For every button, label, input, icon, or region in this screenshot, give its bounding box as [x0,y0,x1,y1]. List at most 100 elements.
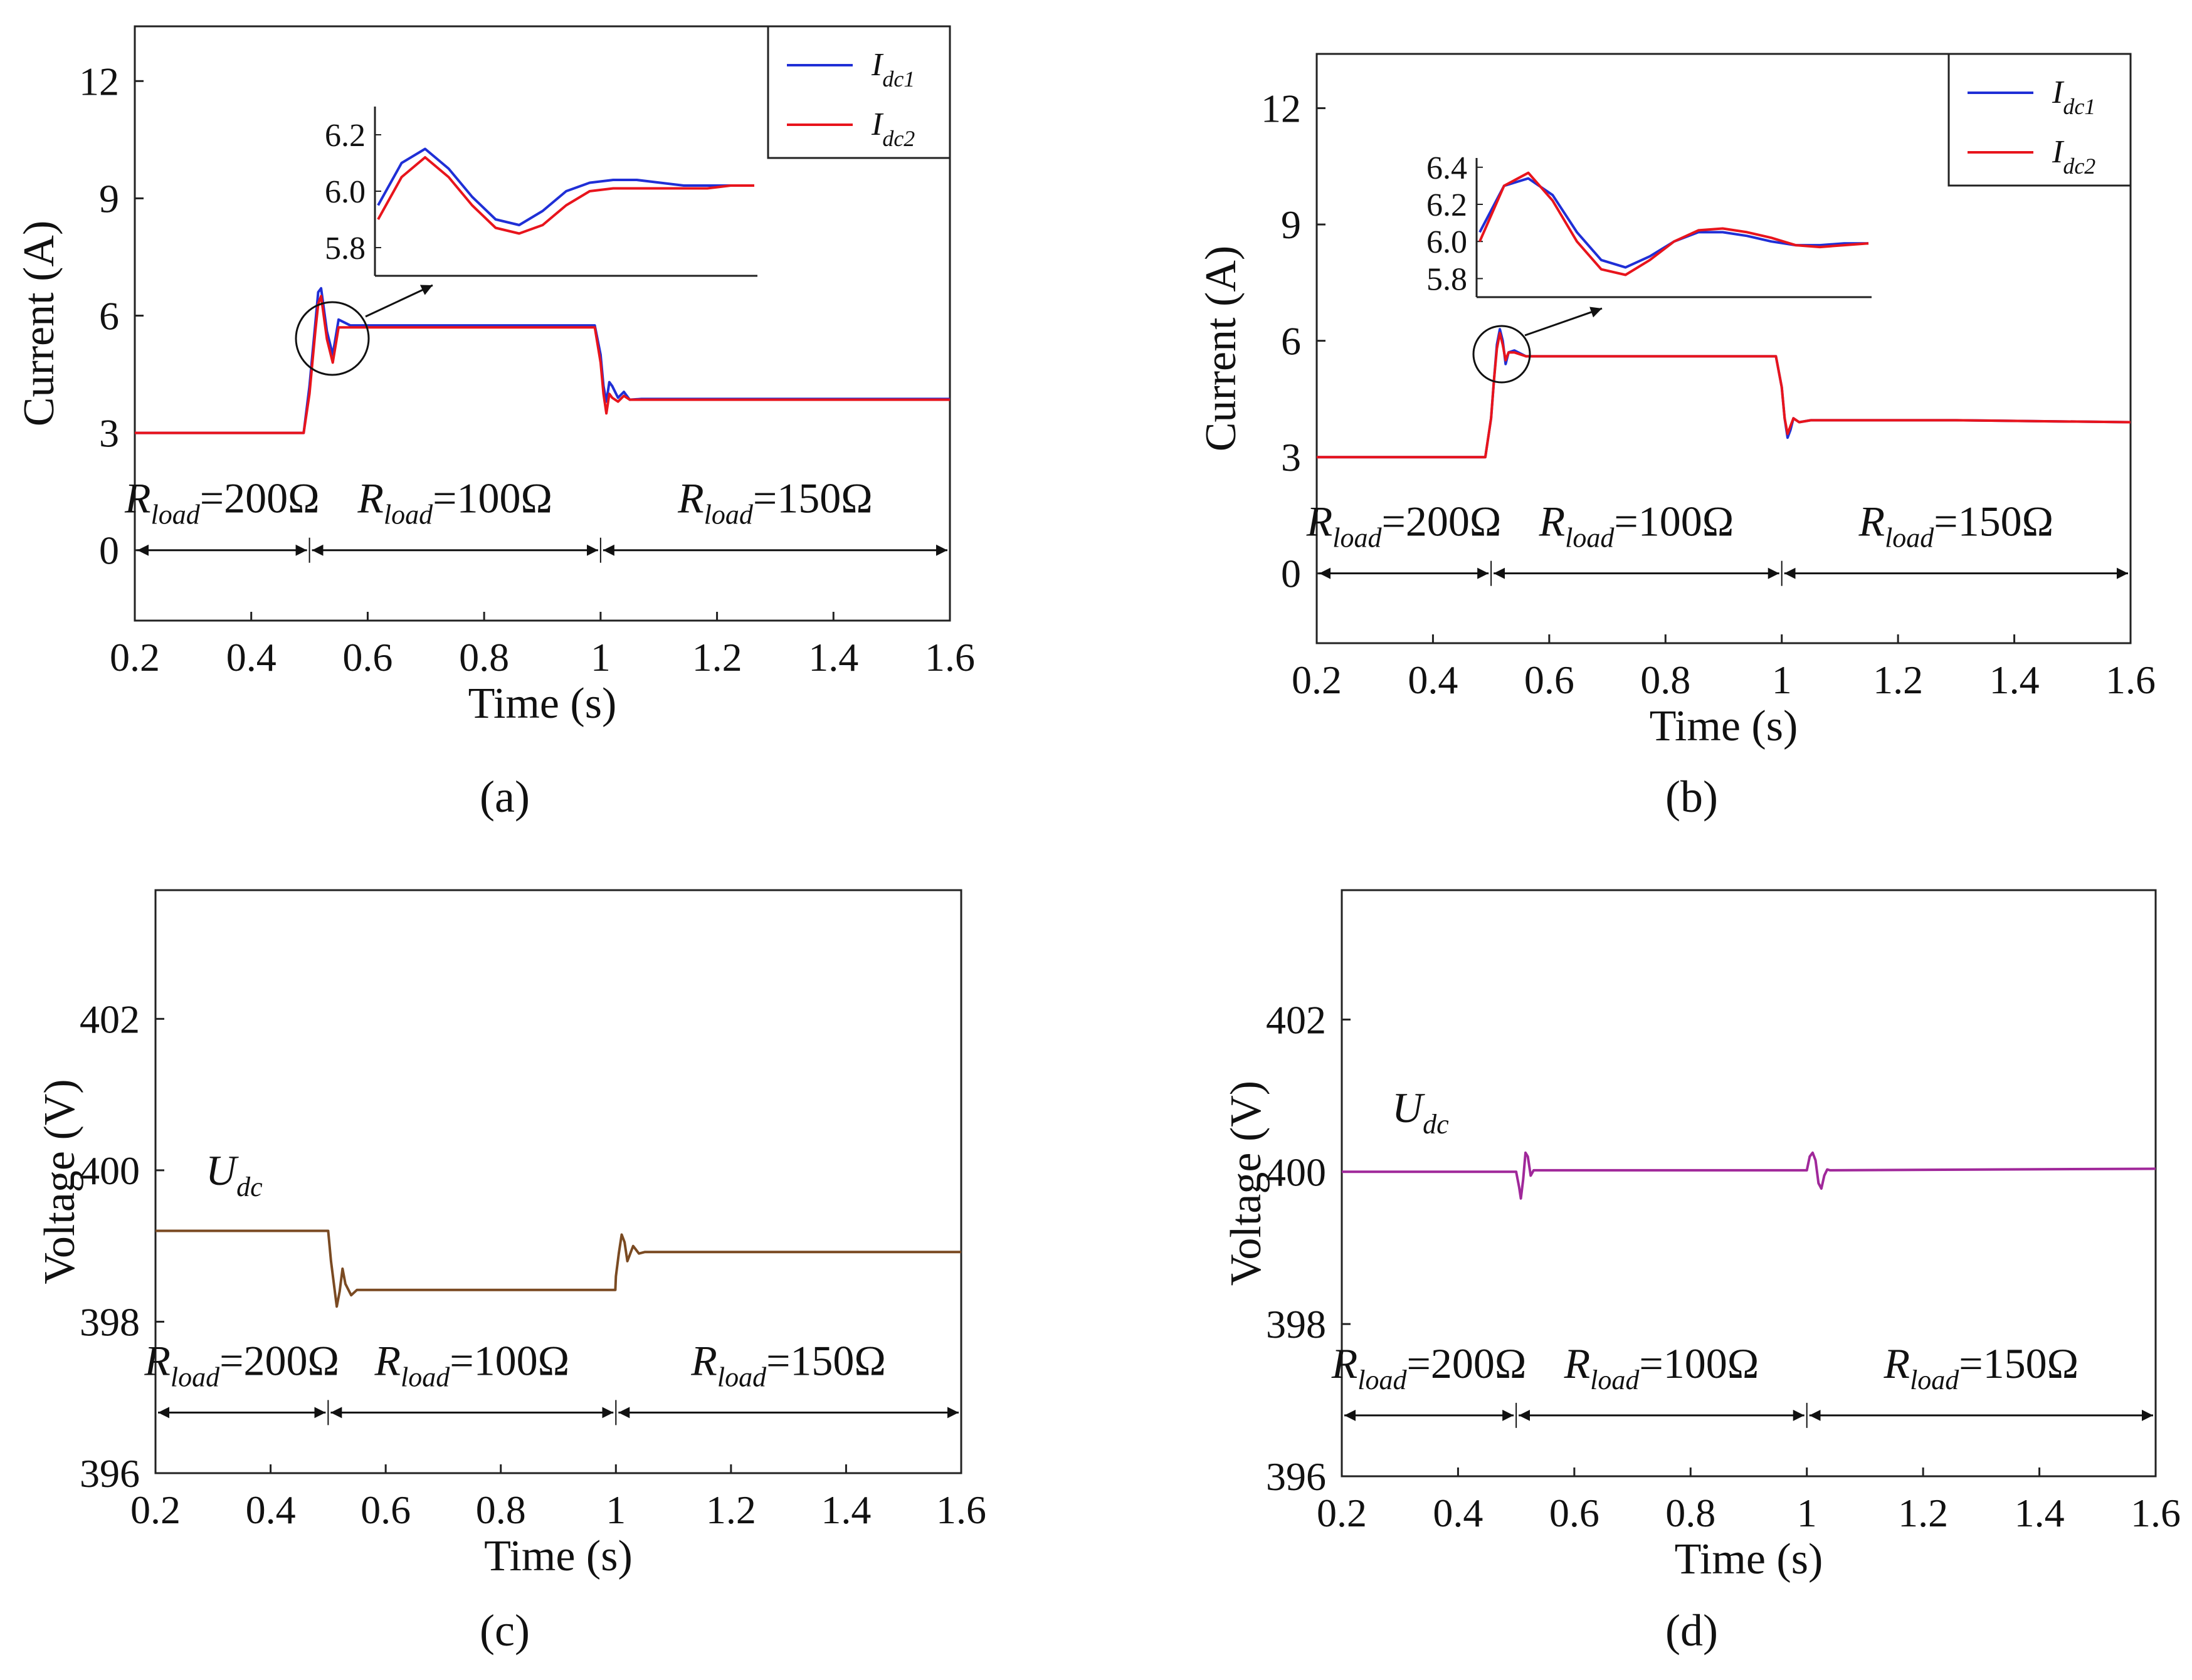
x-tick-label: 1 [606,1488,626,1532]
y-tick-label: 396 [1266,1454,1326,1499]
x-tick-label: 1.2 [1873,658,1923,702]
panel-caption: (b) [1665,772,1718,822]
inset-tick-label: 6.0 [1426,224,1467,260]
y-axis-label: Current (A) [15,221,63,427]
zoom-arrow [1524,307,1603,337]
inset-tick-label: 6.0 [325,174,366,210]
legend-box [1947,53,2132,187]
x-tick-label: 1.4 [808,635,858,680]
x-tick-label: 1 [1772,658,1792,702]
y-tick-label: 12 [1261,87,1301,131]
y-tick-label: 3 [99,411,119,456]
inset-tick-label: 5.8 [325,231,366,266]
load-annotation: Rload=150Ω [1884,1340,2079,1395]
y-tick-label: 12 [79,59,119,103]
load-annotation: Rload=200Ω [1331,1340,1527,1395]
legend-box [767,25,951,159]
load-annotation: Rload=100Ω [374,1336,569,1392]
x-tick-label: 0.2 [1317,1491,1367,1535]
y-tick-label: 402 [1266,997,1326,1042]
inset-zoom: 6.46.26.05.8 [1426,150,1872,298]
chart-panel-a: 0.2 0.4 0.6 0.8 1 1.2 1.4 1.6 0 3 6 9 12 Time (s) Curr… [15,25,975,822]
panel-caption: (c) [480,1605,530,1656]
chart-panel-d: 0.2 0.4 0.6 0.8 1 1.2 1.4 1.6 396 398 400 402 Time (… [1222,889,2181,1656]
y-tick-label: 9 [1281,202,1301,247]
x-axis-label: Time (s) [468,680,617,728]
series-line-Idc1 [1317,328,2131,459]
inset-tick-label: 5.8 [1426,261,1467,297]
x-axis-label: Time (s) [1650,702,1798,750]
x-tick-label: 0.6 [342,635,393,680]
inset-series-Idc1 [1478,177,1868,269]
x-tick-label: 0.2 [1292,658,1342,702]
y-tick-label: 398 [80,1299,140,1344]
panel-caption: (a) [480,772,530,822]
inset-tick-label: 6.4 [1426,150,1467,186]
zoom-arrow [365,284,433,318]
plot-area-frame [134,25,951,622]
x-tick-label: 0.6 [361,1488,411,1532]
y-tick-label: 400 [1266,1150,1326,1194]
series-line-Idc2 [135,295,950,434]
x-tick-label: 0.8 [459,635,509,680]
zoom-circle [1472,325,1531,384]
y-tick-label: 396 [80,1451,140,1496]
inset-zoom: 6.2 6.0 5.8 [325,107,757,277]
x-tick-label: 0.6 [1524,658,1574,702]
series-line-Udc [1342,1151,2156,1200]
series-line-Udc [155,1229,961,1308]
x-axis-label: Time (s) [484,1532,633,1580]
zoom-circle [295,301,370,376]
x-tick-label: 0.8 [1665,1491,1715,1535]
x-tick-label: 1 [591,635,611,680]
chart-panel-c: 0.2 0.4 0.6 0.8 1 1.2 1.4 1.6 396 398 400 402 Time (… [36,889,986,1656]
x-tick-label: 1.4 [2015,1491,2065,1535]
series-label-udc: Udc [206,1147,263,1202]
x-tick-label: 1.6 [2105,658,2156,702]
series-line-Idc2 [1317,332,2131,459]
x-tick-label: 1.6 [925,635,975,680]
x-tick-label: 1.4 [821,1488,871,1532]
chart-panel-b: 0.2 0.4 0.6 0.8 1 1.2 1.4 1.6 0 3 6 9 12 Time (s) Curr… [1197,53,2156,822]
inset-tick-label: 6.2 [1426,187,1467,223]
x-tick-label: 0.4 [1408,658,1458,702]
y-tick-label: 6 [1281,319,1301,364]
x-tick-label: 0.6 [1549,1491,1599,1535]
y-tick-label: 9 [99,176,119,221]
x-tick-label: 1 [1797,1491,1817,1535]
y-tick-label: 0 [99,528,119,573]
y-tick-label: 398 [1266,1302,1326,1347]
x-tick-label: 1.4 [1989,658,2040,702]
x-tick-label: 0.4 [246,1488,296,1532]
x-axis-label: Time (s) [1675,1535,1823,1583]
x-tick-label: 0.2 [130,1488,181,1532]
load-annotation: Rload=200Ω [144,1336,339,1392]
plot-area-frame [1315,53,2132,644]
inset-tick-label: 6.2 [325,118,366,154]
y-tick-label: 402 [80,997,140,1041]
y-tick-label: 6 [99,294,119,339]
inset-series-Idc2 [1478,171,1869,276]
legend-label: Idc1 [871,47,915,92]
load-annotation: Rload=200Ω [124,475,320,530]
inset-series-Idc2 [377,156,754,235]
plot-area-frame [154,889,962,1474]
x-tick-label: 1.6 [936,1488,986,1532]
x-tick-label: 0.8 [1640,658,1690,702]
legend-label: Idc2 [2052,134,2095,179]
plot-area-frame [1341,889,2157,1478]
series-line-Idc1 [135,286,950,434]
legend-label: Idc1 [2052,75,2095,119]
x-tick-label: 1.2 [706,1488,756,1532]
load-annotation: Rload=150Ω [690,1336,886,1392]
load-annotation: Rload=100Ω [1564,1340,1759,1395]
legend-label: Idc2 [871,107,915,151]
panel-caption: (d) [1665,1605,1718,1656]
inset-series-Idc1 [377,147,754,226]
load-annotation: Rload=200Ω [1306,498,1502,554]
load-annotation: Rload=100Ω [357,475,552,530]
y-tick-label: 400 [80,1148,140,1193]
y-tick-label: 0 [1281,552,1301,596]
y-axis-label: Voltage (V) [36,1079,84,1284]
